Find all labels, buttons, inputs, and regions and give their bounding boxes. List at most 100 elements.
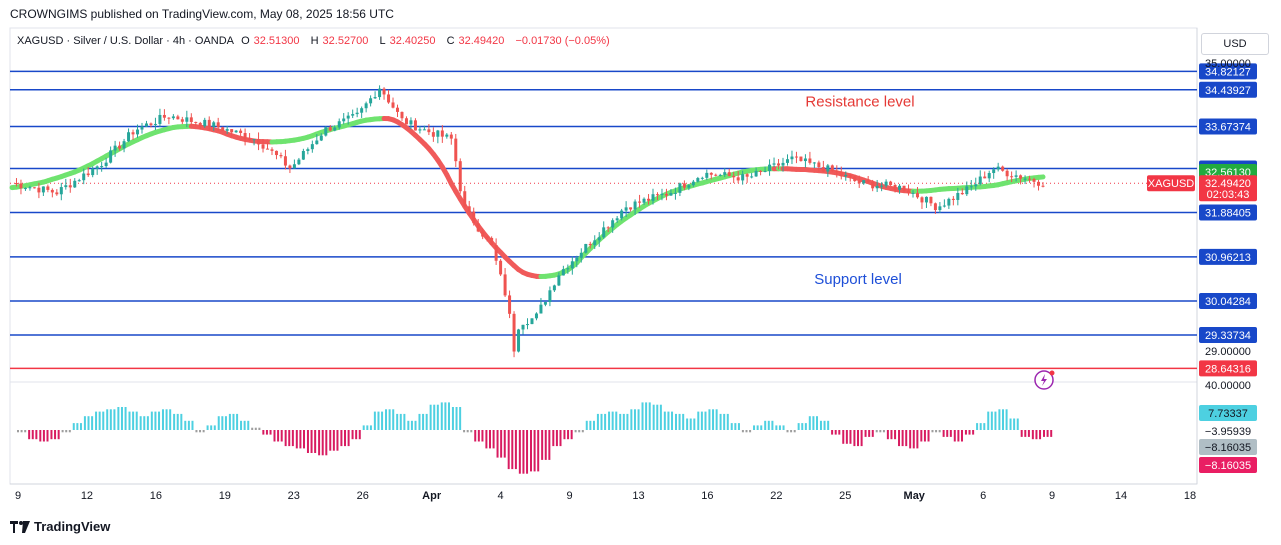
candle-body	[687, 185, 691, 188]
histogram-bar	[723, 413, 726, 430]
histogram-bar	[377, 411, 380, 430]
candle-body	[678, 183, 682, 193]
histogram-bar	[258, 427, 261, 430]
histogram-bar	[786, 430, 789, 433]
candle-body	[1041, 185, 1045, 187]
histogram-bar	[972, 430, 975, 435]
candle-body	[992, 169, 996, 174]
candle-body	[915, 192, 919, 198]
histogram-bar	[76, 423, 79, 430]
histogram-bar	[637, 409, 640, 430]
histogram-bar	[42, 430, 45, 442]
histogram-bar	[559, 430, 562, 447]
histogram-bar	[477, 430, 480, 442]
candle-body	[180, 119, 184, 122]
histogram-bar	[700, 411, 703, 430]
histogram-bar	[693, 418, 696, 430]
histogram-bar	[548, 430, 551, 460]
candle-body	[866, 180, 870, 183]
time-tick-7: 4	[498, 490, 504, 502]
candle-body	[136, 129, 140, 135]
level-tag-1	[1199, 81, 1257, 98]
time-axis: 9 12 16 19 23 26 Apr 4 9 13 16 22 25 May 6 9 14 18	[15, 490, 1196, 502]
histogram-bar	[243, 420, 246, 430]
histogram-bar	[291, 430, 294, 447]
histogram-bar	[671, 411, 674, 430]
histogram-bar	[994, 411, 997, 430]
histogram-bar	[819, 420, 822, 430]
candle-body	[297, 159, 301, 165]
histogram-bar	[853, 430, 856, 447]
candle-body	[23, 188, 27, 190]
histogram-bar	[269, 430, 272, 435]
histogram-bar	[808, 416, 811, 430]
candle-body	[508, 295, 512, 314]
candle-body	[234, 130, 238, 133]
histogram-bar	[544, 430, 547, 460]
histogram-bar	[767, 420, 770, 430]
histogram-bar	[938, 430, 941, 433]
histogram-bar	[886, 430, 889, 440]
histogram-bar	[251, 427, 254, 430]
symbol-title[interactable]: XAGUSD · Silver / U.S. Dollar · 4h · OAN…	[17, 35, 234, 47]
candle-body	[494, 244, 498, 261]
candle-body	[951, 198, 955, 200]
histogram-bar	[314, 430, 317, 453]
histogram-bar	[277, 430, 280, 442]
histogram-bar	[964, 430, 967, 435]
candle-body	[1001, 166, 1005, 171]
histogram-bar	[619, 413, 622, 430]
histogram-bar	[318, 430, 321, 456]
histogram-bar	[1016, 418, 1019, 430]
histogram-bar	[173, 413, 176, 430]
histogram-bar	[622, 413, 625, 430]
time-tick-4: 23	[288, 490, 300, 502]
histogram-bar	[782, 425, 785, 430]
candle-body	[534, 313, 538, 319]
time-tick-17: 18	[1184, 490, 1196, 502]
open-value: 32.51300	[253, 35, 300, 47]
histogram-bar	[273, 430, 276, 442]
currency-button[interactable]: USD	[1201, 33, 1269, 55]
histogram-bar	[778, 425, 781, 430]
candle-body	[933, 203, 937, 211]
candle-body	[611, 220, 615, 228]
candle-body	[355, 112, 359, 115]
candle-body	[266, 148, 270, 150]
candle-body	[741, 174, 745, 181]
histogram-bar	[797, 423, 800, 430]
candle-body	[458, 161, 462, 192]
histogram-bar	[146, 416, 149, 430]
histogram-bar	[608, 411, 611, 430]
histogram-bar	[139, 416, 142, 430]
histogram-bar	[429, 404, 432, 430]
histogram-bar	[578, 430, 581, 433]
candle-body	[1023, 178, 1027, 180]
candle-body	[974, 184, 978, 187]
histogram-bar	[39, 430, 42, 442]
histogram-bar	[909, 430, 912, 449]
candle-body	[64, 185, 68, 188]
histogram-bar	[240, 420, 243, 430]
level-tag-text-6: 30.04284	[1205, 296, 1251, 308]
candle-body	[907, 190, 911, 194]
histogram-bar	[611, 411, 614, 430]
candle-body	[239, 130, 243, 134]
candle-body	[606, 227, 610, 229]
level-tag-text-1: 34.43927	[1205, 85, 1251, 97]
candle-body	[862, 180, 866, 184]
candle-body	[440, 130, 444, 137]
histogram-bar	[451, 407, 454, 430]
resistance-level-label: Resistance level	[805, 93, 914, 110]
histogram-bar	[57, 430, 60, 440]
histogram-bar	[645, 402, 648, 430]
last-price-value: 32.49420	[1205, 178, 1251, 190]
histogram-bar	[1027, 430, 1030, 437]
plot-frame	[9, 27, 1198, 485]
time-tick-8: 9	[566, 490, 572, 502]
candle-body	[871, 182, 875, 189]
histogram-bar	[923, 430, 926, 442]
histogram-bar	[132, 411, 135, 430]
candle-body	[812, 162, 816, 164]
candle-body	[691, 181, 695, 186]
